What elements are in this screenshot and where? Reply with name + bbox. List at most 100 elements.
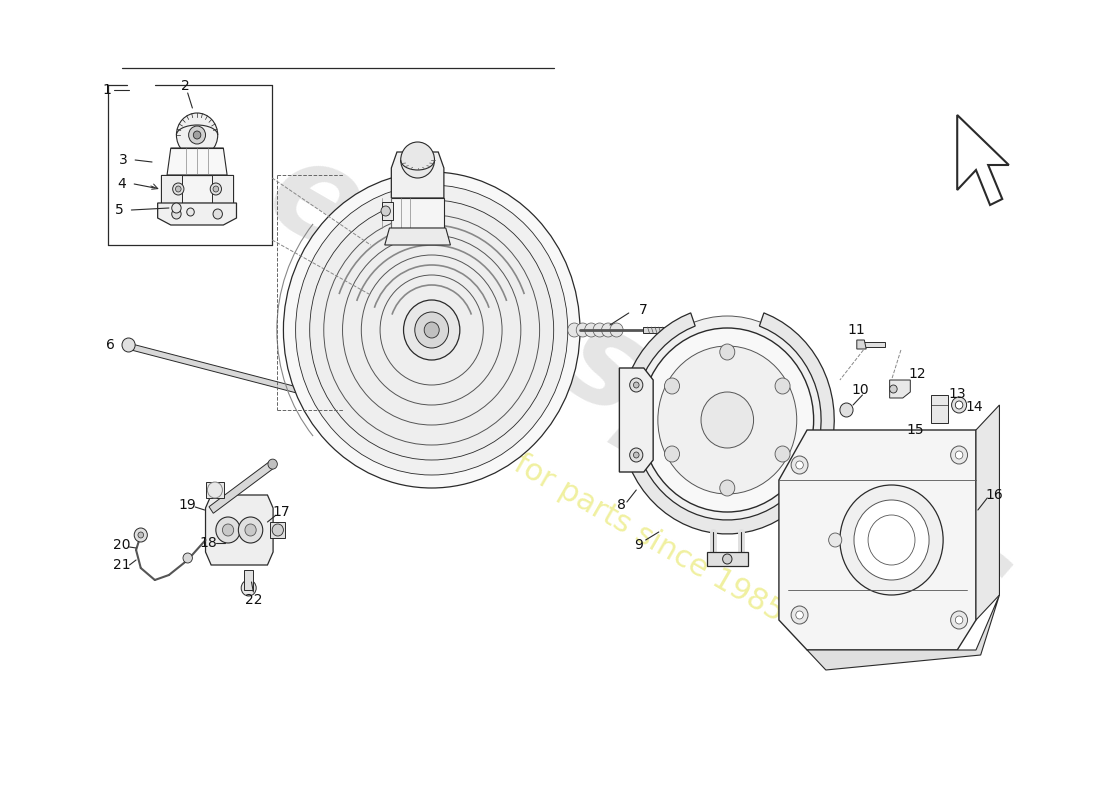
Circle shape (425, 322, 439, 338)
Polygon shape (619, 368, 653, 472)
Circle shape (950, 446, 968, 464)
Circle shape (210, 183, 221, 195)
Circle shape (955, 616, 962, 624)
Circle shape (284, 172, 580, 488)
Circle shape (296, 185, 568, 475)
Polygon shape (206, 495, 273, 565)
Text: 20: 20 (113, 538, 131, 552)
Text: 2: 2 (182, 79, 190, 93)
Polygon shape (890, 380, 911, 398)
Bar (392, 198, 444, 228)
Circle shape (122, 338, 135, 352)
Circle shape (840, 485, 943, 595)
Polygon shape (157, 203, 236, 225)
Text: 9: 9 (634, 538, 642, 552)
Text: 18: 18 (199, 536, 217, 550)
Circle shape (791, 456, 808, 474)
Circle shape (593, 323, 606, 337)
Text: 11: 11 (847, 323, 865, 337)
Text: 8: 8 (617, 498, 626, 512)
Circle shape (723, 554, 732, 564)
Circle shape (176, 113, 218, 157)
Circle shape (719, 480, 735, 496)
Circle shape (868, 515, 915, 565)
Circle shape (183, 553, 192, 563)
Text: 10: 10 (851, 383, 869, 397)
Circle shape (194, 131, 201, 139)
Bar (162, 175, 233, 203)
Circle shape (172, 209, 182, 219)
Circle shape (629, 378, 642, 392)
Text: 3: 3 (119, 153, 128, 167)
Text: a passion for parts since 1985: a passion for parts since 1985 (375, 372, 789, 628)
Text: 13: 13 (948, 387, 966, 401)
Circle shape (568, 323, 581, 337)
Polygon shape (392, 152, 444, 198)
Circle shape (222, 524, 233, 536)
Circle shape (719, 344, 735, 360)
Circle shape (828, 533, 842, 547)
Circle shape (213, 209, 222, 219)
Text: 5: 5 (114, 203, 123, 217)
Polygon shape (167, 148, 227, 175)
Circle shape (629, 448, 642, 462)
Circle shape (664, 378, 680, 394)
Text: 4: 4 (118, 177, 127, 191)
Circle shape (950, 611, 968, 629)
Polygon shape (957, 115, 1009, 205)
Circle shape (795, 461, 803, 469)
Circle shape (955, 451, 962, 459)
Circle shape (239, 517, 263, 543)
Circle shape (172, 203, 182, 213)
Polygon shape (385, 228, 451, 245)
Circle shape (415, 312, 449, 348)
Circle shape (173, 183, 184, 195)
Circle shape (634, 452, 639, 458)
Circle shape (795, 611, 803, 619)
Circle shape (955, 401, 962, 409)
Circle shape (602, 323, 615, 337)
Circle shape (776, 378, 790, 394)
Circle shape (245, 524, 256, 536)
Text: 14: 14 (966, 400, 983, 414)
Circle shape (952, 397, 967, 413)
Circle shape (310, 200, 553, 460)
Text: 1: 1 (102, 83, 112, 97)
Text: eurospares: eurospares (245, 126, 1032, 654)
Circle shape (641, 328, 814, 512)
Bar (642, 327, 675, 333)
Circle shape (629, 316, 825, 524)
Text: 19: 19 (179, 498, 197, 512)
Bar (212, 175, 233, 203)
Polygon shape (123, 341, 317, 399)
Circle shape (176, 186, 182, 192)
Circle shape (138, 532, 144, 538)
Text: 21: 21 (113, 558, 131, 572)
Circle shape (210, 485, 220, 495)
Circle shape (610, 323, 623, 337)
Circle shape (664, 446, 680, 462)
Circle shape (272, 524, 284, 536)
Polygon shape (620, 313, 834, 534)
Circle shape (381, 206, 390, 216)
Circle shape (404, 300, 460, 360)
Circle shape (585, 323, 597, 337)
Circle shape (268, 459, 277, 469)
Circle shape (791, 606, 808, 624)
Polygon shape (807, 595, 1000, 670)
Circle shape (213, 186, 219, 192)
Text: 12: 12 (909, 367, 926, 381)
Bar (931, 395, 948, 423)
Circle shape (634, 382, 639, 388)
Text: 22: 22 (244, 593, 262, 607)
Bar (382, 202, 393, 220)
Circle shape (216, 517, 240, 543)
Circle shape (241, 580, 256, 596)
Circle shape (400, 142, 434, 178)
Circle shape (658, 346, 796, 494)
Circle shape (134, 528, 147, 542)
Circle shape (208, 482, 222, 498)
Bar (271, 522, 285, 538)
Polygon shape (857, 340, 866, 349)
Bar (859, 342, 886, 347)
